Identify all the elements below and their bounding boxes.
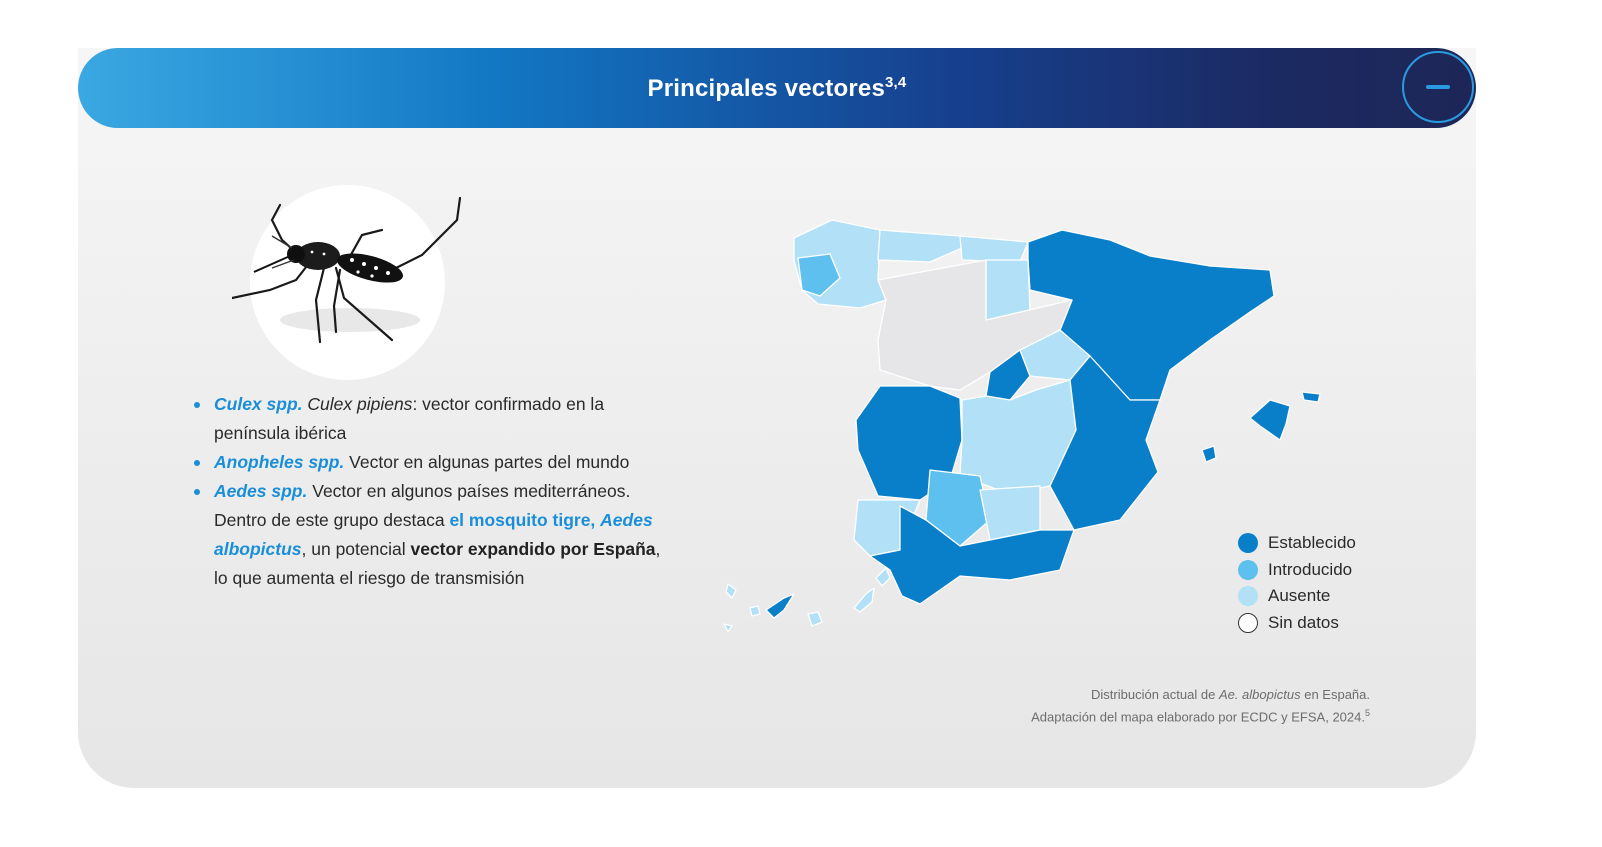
caption-line-2: Adaptación del mapa elaborado por ECDC y… — [1031, 708, 1370, 725]
region-ibiza — [1201, 445, 1217, 463]
legend-item-established: Establecido — [1238, 530, 1356, 557]
legend-swatch — [1238, 586, 1258, 607]
legend-item-no-data: Sin datos — [1238, 610, 1356, 637]
region-andalusia-introduced — [925, 469, 991, 547]
item-text: Vector en algunas partes del mundo — [344, 452, 630, 472]
legend-item-introduced: Introducido — [1238, 557, 1356, 584]
highlight-species: Aedes albopictus — [214, 510, 653, 559]
list-item-anopheles: Anopheles spp. Vector en algunas partes … — [190, 448, 670, 477]
region-asturias — [877, 229, 963, 263]
vectors-panel — [78, 48, 1476, 788]
item-text: : vector confirmado en la península ibér… — [214, 394, 605, 443]
caption-line-1: Distribución actual de Ae. albopictus en… — [1091, 687, 1370, 702]
region-canary-6 — [723, 623, 733, 633]
list-item-culex: Culex spp. Culex pipiens: vector confirm… — [190, 390, 670, 448]
title-references: 3,4 — [885, 73, 907, 91]
region-canary-1 — [725, 583, 737, 599]
minus-icon — [1426, 85, 1450, 89]
region-madrid — [985, 349, 1031, 401]
legend-swatch — [1238, 559, 1258, 580]
collapse-button[interactable] — [1402, 51, 1474, 123]
species-label: Culex pipiens — [307, 394, 413, 414]
mosquito-image — [232, 180, 492, 380]
bold-text: vector expandido por España — [410, 539, 656, 559]
section-title: Principales vectores3,4 — [647, 73, 907, 102]
region-cantabria — [959, 235, 1029, 263]
list-item-aedes: Aedes spp. Vector en algunos países medi… — [190, 477, 670, 593]
region-canary-3 — [807, 611, 823, 627]
region-canary-2 — [749, 605, 761, 617]
vector-list: Culex spp. Culex pipiens: vector confirm… — [190, 390, 670, 593]
region-canary-tenerife — [765, 593, 795, 619]
genus-label: Aedes spp. — [214, 481, 308, 501]
map-legend: Establecido Introducido Ausente Sin dato… — [1238, 530, 1356, 636]
region-galicia-west — [797, 253, 841, 297]
region-menorca — [1301, 391, 1321, 403]
region-andalusia — [869, 505, 1075, 605]
legend-swatch — [1238, 612, 1258, 633]
region-canary-5 — [875, 567, 891, 587]
genus-label: Anopheles spp. — [214, 452, 345, 472]
accordion-header[interactable]: Principales vectores3,4 — [78, 48, 1476, 128]
legend-item-absent: Ausente — [1238, 583, 1356, 610]
item-text: , lo que aumenta el riesgo de transmisió… — [214, 539, 661, 588]
region-east — [1049, 355, 1161, 531]
image-backdrop — [250, 185, 445, 380]
map-caption: Distribución actual de Ae. albopictus en… — [1031, 686, 1370, 726]
item-text: Vector en algunos países mediterráneos. … — [214, 481, 631, 530]
genus-label: Culex spp. — [214, 394, 303, 414]
spain-distribution-map — [690, 200, 1380, 660]
region-canary-4 — [853, 587, 875, 613]
legend-swatch — [1238, 533, 1258, 554]
item-text: , un potencial — [301, 539, 411, 559]
region-mallorca — [1249, 399, 1291, 441]
highlight-text: el mosquito tigre, — [449, 510, 601, 530]
